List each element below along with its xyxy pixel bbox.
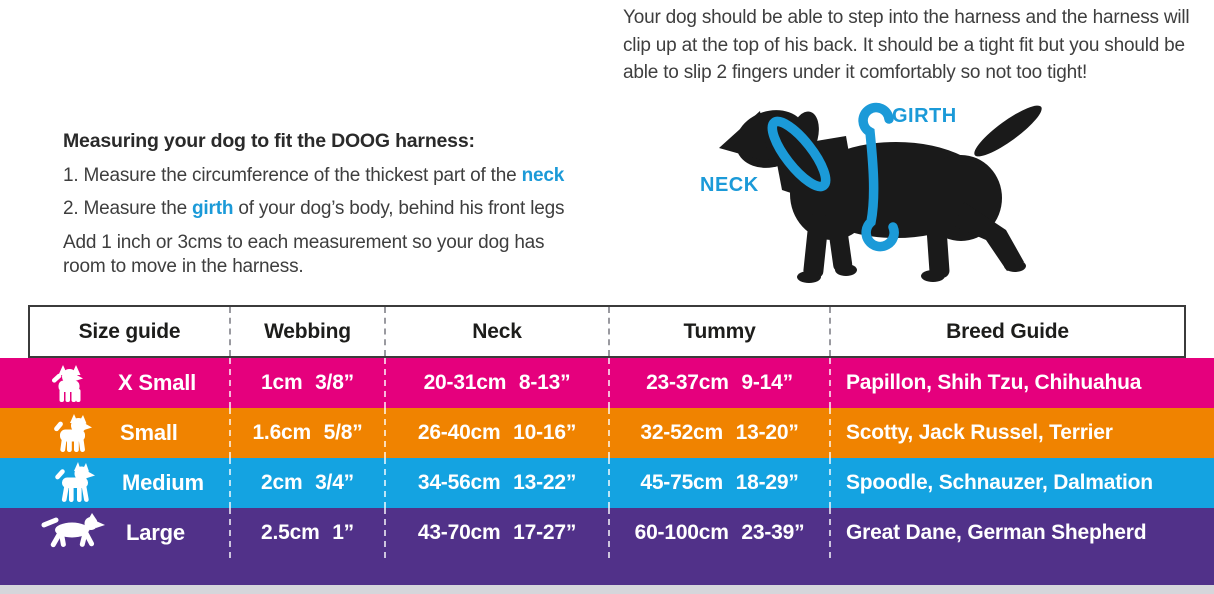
tummy-value: 32-52cm 13-20” [608, 408, 829, 458]
tummy-value: 23-37cm 9-14” [608, 358, 829, 408]
measuring-step-1: 1. Measure the circumference of the thic… [63, 165, 565, 186]
header-size-guide: Size guide [78, 319, 181, 343]
xsmall-dog-icon [50, 362, 94, 404]
medium-dog-icon [50, 461, 98, 505]
dog-silhouette-icon [719, 102, 1042, 283]
tummy-value: 60-100cm 23-39” [608, 508, 829, 558]
header-breed-guide: Breed Guide [829, 307, 1184, 356]
webbing-value: 1.6cm 5/8” [229, 408, 384, 458]
size-label: Small [120, 420, 178, 445]
page-bottom-edge [0, 585, 1214, 594]
breeds-value: Spoodle, Schnauzer, Dalmation [829, 458, 1214, 508]
table-row-medium: Medium 2cm 3/4” 34-56cm 13-22” 45-75cm 1… [0, 458, 1214, 508]
header-neck: Neck [384, 307, 608, 356]
size-label: Large [126, 520, 185, 545]
measuring-instructions: Measuring your dog to fit the DOOG harne… [63, 130, 611, 278]
size-guide-table: Size guide Webbing Neck Tummy Breed Guid… [0, 305, 1214, 585]
table-header-row: Size guide Webbing Neck Tummy Breed Guid… [28, 305, 1186, 358]
measuring-step-2: 2. Measure the girth of your dog’s body,… [63, 198, 565, 219]
size-label: Medium [122, 470, 204, 495]
header-webbing: Webbing [229, 307, 384, 356]
table-row-large: Large 2.5cm 1” 43-70cm 17-27” 60-100cm 2… [0, 508, 1214, 585]
table-row-xsmall: X Small 1cm 3/8” 20-31cm 8-13” 23-37cm 9… [0, 358, 1214, 408]
breeds-value: Great Dane, German Shepherd [829, 508, 1214, 558]
small-dog-icon [50, 412, 96, 454]
header-tummy: Tummy [608, 307, 829, 356]
dog-measurement-diagram: NECK GIRTH [656, 84, 1063, 298]
neck-value: 20-31cm 8-13” [384, 358, 608, 408]
neck-value: 34-56cm 13-22” [384, 458, 608, 508]
girth-highlight: girth [192, 198, 234, 219]
webbing-value: 2.5cm 1” [229, 508, 384, 558]
neck-label: NECK [700, 174, 759, 196]
webbing-value: 2cm 3/4” [229, 458, 384, 508]
large-dog-icon [40, 512, 106, 554]
measuring-note: Add 1 inch or 3cms to each measurement s… [63, 232, 545, 277]
table-row-small: Small 1.6cm 5/8” 26-40cm 10-16” 32-52cm … [0, 408, 1214, 458]
tummy-value: 45-75cm 18-29” [608, 458, 829, 508]
girth-label: GIRTH [892, 105, 957, 127]
measuring-title: Measuring your dog to fit the DOOG harne… [63, 130, 475, 152]
breeds-value: Papillon, Shih Tzu, Chihuahua [829, 358, 1214, 408]
size-label: X Small [118, 370, 197, 395]
breeds-value: Scotty, Jack Russel, Terrier [829, 408, 1214, 458]
fit-instructions-text: Your dog should be able to step into the… [623, 7, 1190, 83]
neck-value: 26-40cm 10-16” [384, 408, 608, 458]
neck-highlight: neck [521, 165, 565, 186]
neck-value: 43-70cm 17-27” [384, 508, 608, 558]
webbing-value: 1cm 3/8” [229, 358, 384, 408]
